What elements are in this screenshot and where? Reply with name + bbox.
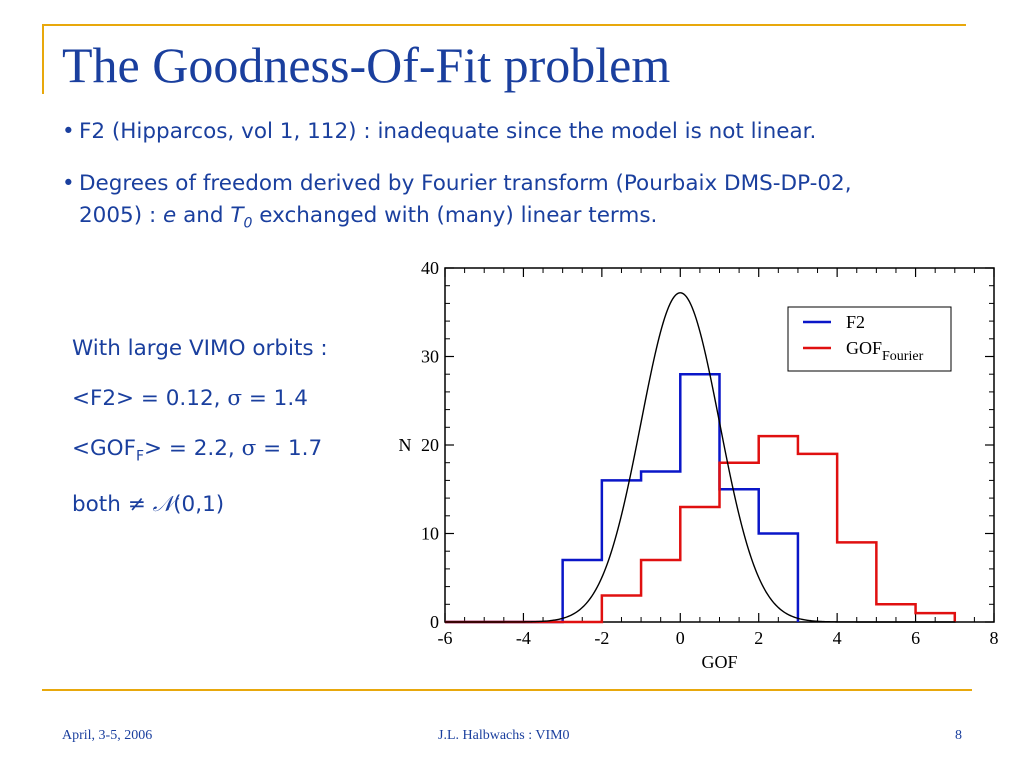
f2-histogram-bin bbox=[563, 560, 602, 622]
footer-page-number: 8 bbox=[955, 728, 962, 743]
legend-label-gof: GOFFourier bbox=[846, 338, 924, 364]
gof-histogram-bin bbox=[759, 436, 798, 622]
x-tick-label: 6 bbox=[911, 628, 920, 648]
x-tick-label: -4 bbox=[516, 628, 531, 648]
x-axis-title: GOF bbox=[701, 652, 737, 672]
stats-line-3: <GOFF> = 2.2, σ = 1.7 bbox=[72, 436, 322, 464]
gof-mean-prefix: <GOF bbox=[72, 436, 136, 461]
gof-histogram-bin bbox=[602, 595, 641, 622]
legend-gof-main: GOF bbox=[846, 338, 882, 358]
gof-histogram-bin bbox=[680, 507, 719, 622]
y-tick-label: 0 bbox=[430, 612, 439, 632]
gof-histogram-bin bbox=[837, 542, 876, 622]
bullet-2-suffix: exchanged with (many) linear terms. bbox=[252, 203, 658, 228]
normal-distribution-symbol: 𝒩 bbox=[152, 492, 174, 517]
y-axis-title: N bbox=[399, 435, 412, 455]
gof-histogram-bin bbox=[876, 604, 915, 622]
stats-line-1: With large VIMO orbits : bbox=[72, 336, 328, 361]
y-tick-label: 10 bbox=[421, 524, 439, 544]
sigma-symbol: σ bbox=[227, 386, 242, 411]
bullet-marker: • bbox=[62, 119, 75, 144]
bullet-1: • F2 (Hipparcos, vol 1, 112) : inadequat… bbox=[62, 116, 982, 148]
legend-label-f2: F2 bbox=[846, 312, 865, 332]
gof-histogram-bin bbox=[641, 560, 680, 622]
y-tick-label: 40 bbox=[421, 258, 439, 278]
gof-histogram-bin bbox=[720, 463, 759, 622]
sigma-symbol: σ bbox=[241, 436, 257, 461]
x-tick-label: 4 bbox=[833, 628, 842, 648]
gof-histogram-bin bbox=[916, 613, 955, 622]
footer-author: J.L. Halbwachs : VIM0 bbox=[438, 728, 570, 743]
frame-left-rule bbox=[42, 24, 44, 94]
gof-mean: > = 2.2, bbox=[144, 436, 242, 461]
footer-date: April, 3-5, 2006 bbox=[62, 728, 153, 743]
f2-mean: <F2> = 0.12, bbox=[72, 386, 228, 411]
x-tick-label: -6 bbox=[438, 628, 453, 648]
bullet-1-text: F2 (Hipparcos, vol 1, 112) : inadequate … bbox=[79, 119, 817, 144]
x-tick-label: 2 bbox=[754, 628, 763, 648]
f2-sigma: = 1.4 bbox=[242, 386, 308, 411]
symbol-T-subscript: 0 bbox=[243, 215, 253, 232]
f2-histogram-series bbox=[445, 372, 800, 624]
bullet-2-prefix: 2005) : bbox=[79, 203, 164, 228]
gof-histogram-bin bbox=[798, 454, 837, 622]
symbol-e: e bbox=[163, 203, 177, 228]
stats-line-2: <F2> = 0.12, σ = 1.4 bbox=[72, 386, 308, 411]
frame-bottom-rule bbox=[42, 689, 972, 691]
both-text: both bbox=[72, 492, 128, 517]
legend-box bbox=[787, 306, 952, 372]
x-tick-label: 0 bbox=[676, 628, 685, 648]
symbol-T: T bbox=[230, 203, 244, 228]
gaussian-reference-curve bbox=[445, 292, 956, 623]
legend-gof-subscript: Fourier bbox=[882, 349, 924, 364]
y-tick-label: 20 bbox=[421, 435, 439, 455]
stats-line-4: both ≠ 𝒩(0,1) bbox=[72, 492, 224, 517]
bullet-2-text-line2: 2005) : e and T0 exchanged with (many) l… bbox=[79, 200, 657, 239]
normal-params: (0,1) bbox=[173, 492, 225, 517]
y-tick-label: 30 bbox=[421, 347, 439, 367]
gof-sigma: = 1.7 bbox=[256, 436, 323, 461]
x-tick-label: -2 bbox=[594, 628, 609, 648]
bullet-2: • Degrees of freedom derived by Fourier … bbox=[62, 168, 1002, 232]
x-tick-label: 8 bbox=[990, 628, 999, 648]
bullet-marker: • bbox=[62, 171, 75, 196]
gof-fourier-histogram-series bbox=[445, 434, 957, 624]
gof-subscript: F bbox=[135, 448, 145, 465]
frame-top-rule bbox=[42, 24, 966, 26]
not-equal-symbol: ≠ bbox=[127, 492, 146, 517]
bullet-2-text-line1: Degrees of freedom derived by Fourier tr… bbox=[79, 171, 852, 196]
slide-title: The Goodness-Of-Fit problem bbox=[62, 37, 671, 93]
bullet-2-and: and bbox=[176, 203, 231, 228]
legend: F2 GOFFourier bbox=[787, 306, 952, 372]
